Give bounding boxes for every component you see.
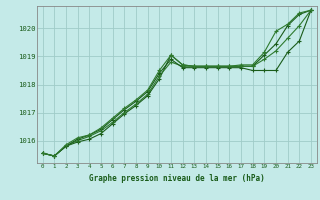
X-axis label: Graphe pression niveau de la mer (hPa): Graphe pression niveau de la mer (hPa) [89,174,265,183]
